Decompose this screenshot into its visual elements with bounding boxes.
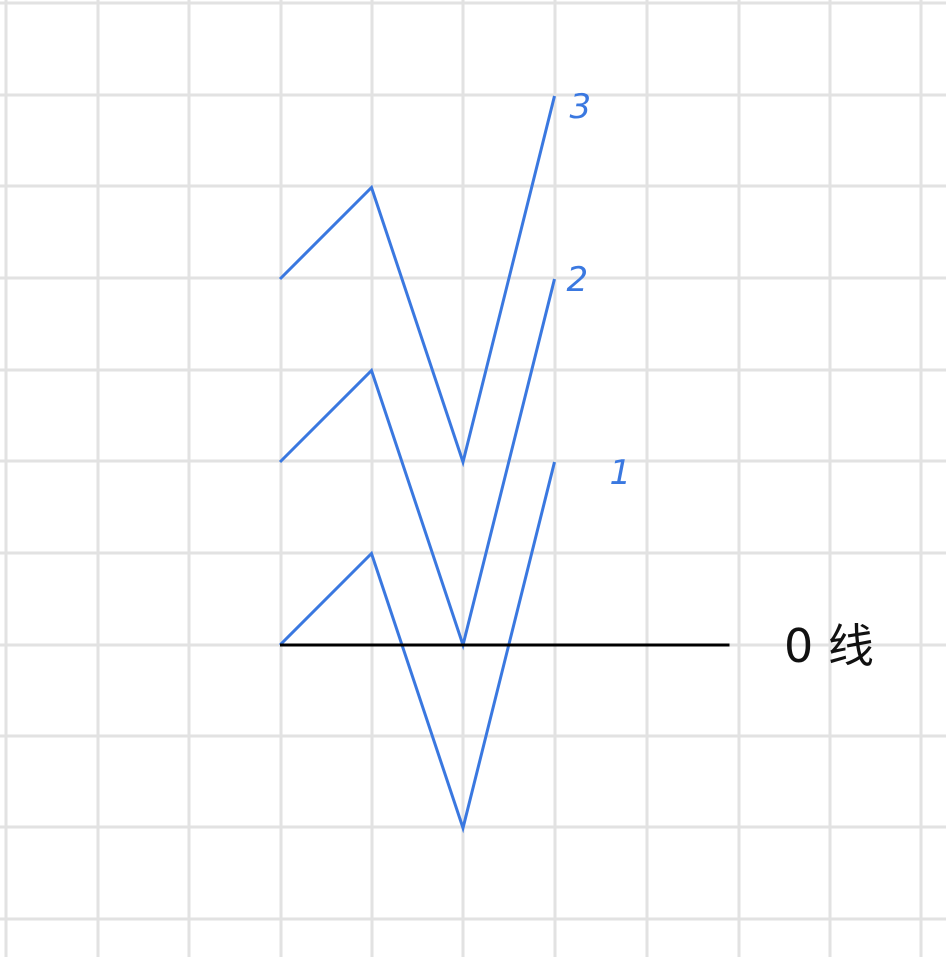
zigzag-line-2 (278, 278, 556, 651)
zigzag-label-3: 3 (570, 87, 592, 127)
zigzag-line-3 (278, 95, 556, 468)
zigzag-label-1: 1 (610, 453, 632, 493)
zero-line-label: 0 线 (784, 619, 874, 673)
zigzag-labels: 1 2 3 (567, 87, 632, 493)
zigzag-label-2: 2 (567, 260, 589, 300)
